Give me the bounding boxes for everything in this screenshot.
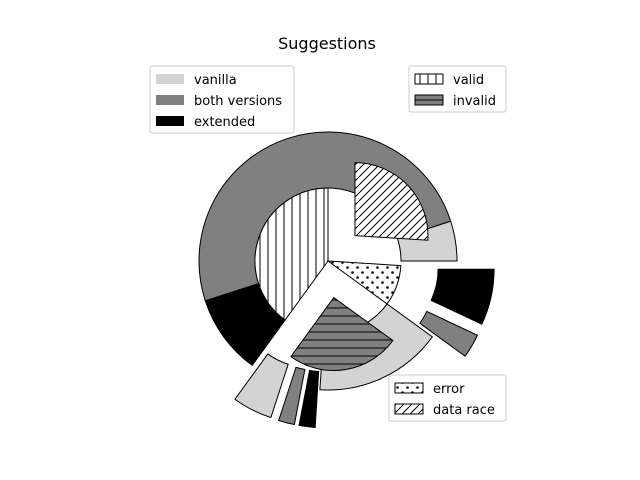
inner-slice-valid — [254, 187, 329, 321]
legend-label-invalid: invalid — [453, 94, 496, 109]
legend-top-right: valid invalid — [408, 65, 507, 113]
chart-title: Suggestions — [278, 34, 376, 53]
legend-swatch-data-race — [394, 403, 424, 415]
inner-slice-error — [326, 260, 402, 305]
legend-swatch-extended — [156, 116, 184, 126]
legend-swatch-both-versions — [156, 95, 184, 105]
legend-label-error: error — [433, 382, 465, 397]
legend-swatch-invalid — [414, 94, 444, 106]
legend-swatch-vanilla — [156, 74, 184, 84]
inner-pie — [254, 162, 429, 372]
legend-frame — [149, 65, 295, 134]
legend-label-both-versions: both versions — [194, 94, 282, 109]
legend-bottom-right: error data race — [388, 374, 507, 422]
legend-label-vanilla: vanilla — [194, 73, 237, 88]
outer-slice-extended-8 — [430, 268, 495, 325]
legend-label-valid: valid — [453, 73, 484, 88]
legend-top-left: vanilla both versions extended — [149, 65, 295, 134]
legend-label-extended: extended — [194, 115, 255, 130]
legend-label-data-race: data race — [433, 403, 495, 418]
inner-slice-data-race — [354, 162, 429, 241]
legend-swatch-valid — [414, 73, 444, 85]
outer-slice-vanilla-3 — [234, 353, 289, 419]
inner-slice-invalid — [290, 296, 394, 372]
outer-slice-extended-5 — [298, 369, 320, 428]
outer-slice-both-versions-7 — [419, 310, 479, 357]
legends: vanilla both versions extended valid invalid… — [149, 65, 507, 422]
outer-slice-both-versions-4 — [278, 366, 306, 426]
legend-swatch-error — [394, 382, 424, 394]
